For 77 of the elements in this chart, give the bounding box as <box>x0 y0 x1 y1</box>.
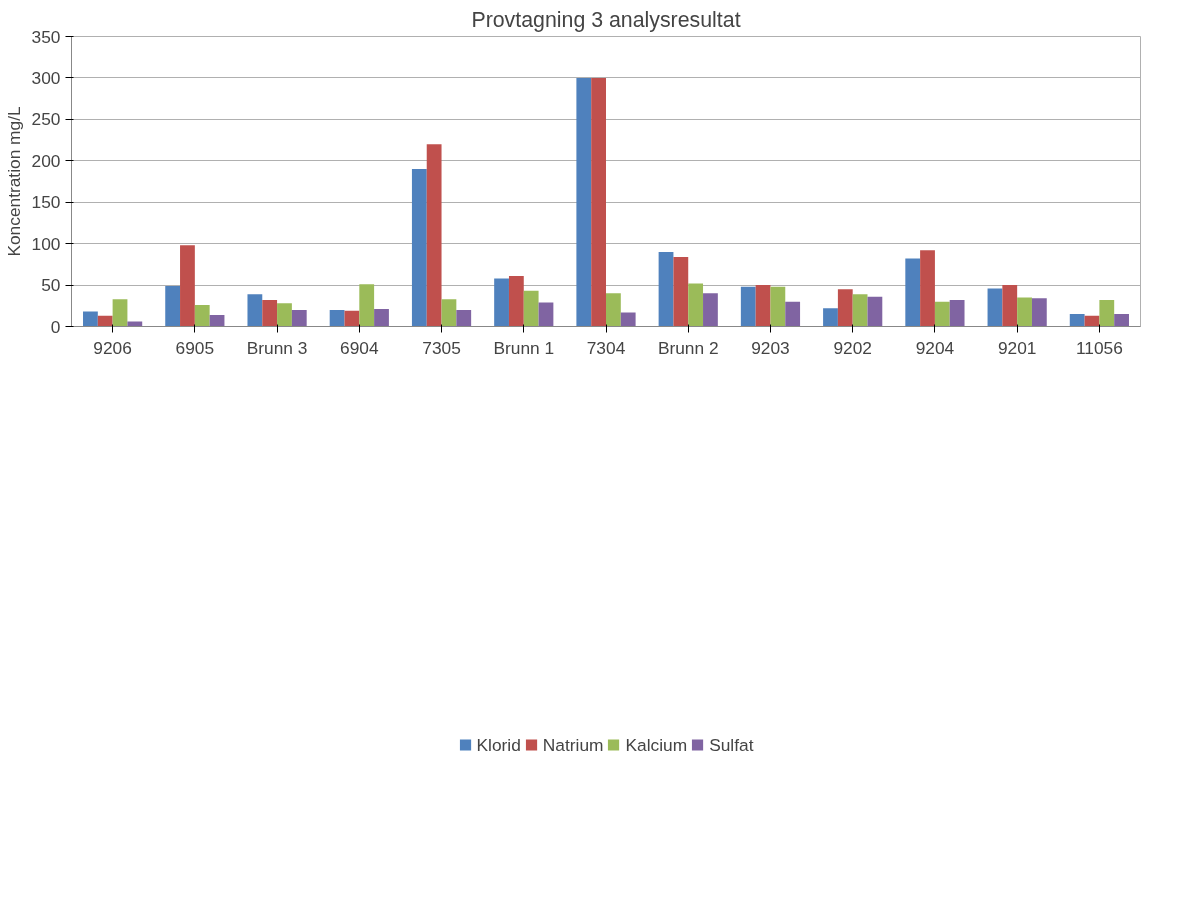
bar <box>97 315 113 327</box>
x-tick-label: 9201 <box>997 337 1037 358</box>
bar <box>426 144 442 327</box>
y-tick-label: 0 <box>50 316 61 337</box>
bar <box>606 293 621 327</box>
x-tick-label: Brunn 1 <box>493 337 555 358</box>
y-tick-label: 150 <box>31 192 61 213</box>
x-tick-label: 7305 <box>422 337 461 358</box>
bar <box>770 286 786 327</box>
bar <box>1002 285 1018 327</box>
x-tick-label: 7304 <box>586 337 626 358</box>
bar <box>209 314 225 327</box>
bar <box>949 299 965 327</box>
bar <box>987 288 1003 327</box>
bar <box>194 304 210 327</box>
bar <box>852 294 868 327</box>
legend-label: Klorid <box>476 734 521 756</box>
bar <box>823 308 838 327</box>
bar <box>538 302 554 327</box>
bar <box>591 77 606 327</box>
bar <box>1031 298 1047 327</box>
bar <box>277 303 292 327</box>
y-tick-label: 350 <box>31 26 61 47</box>
x-tick-label: 9202 <box>833 337 872 358</box>
x-tick-label: 9203 <box>751 337 790 358</box>
bar <box>329 309 345 327</box>
bar <box>688 283 704 327</box>
x-tick-label: 6904 <box>340 337 379 358</box>
legend-label: Kalcium <box>625 734 688 756</box>
x-tick-label: Brunn 2 <box>657 337 719 358</box>
bar <box>494 278 509 327</box>
bar <box>441 299 457 327</box>
bar <box>165 285 181 327</box>
chart-title: Provtagning 3 analysresultat <box>471 7 741 32</box>
bar <box>920 250 935 327</box>
x-tick-label: 9204 <box>915 337 955 358</box>
bar <box>867 296 883 327</box>
bar <box>508 275 524 327</box>
x-tick-label: Brunn 3 <box>246 337 308 358</box>
bar <box>83 311 98 327</box>
bar <box>359 284 375 327</box>
bar <box>1069 314 1085 327</box>
bar <box>344 310 360 327</box>
bar <box>247 294 263 327</box>
x-tick-label: 6905 <box>175 337 215 358</box>
bar <box>374 309 389 327</box>
y-axis-title: Koncentration mg/L <box>3 106 24 257</box>
y-tick-label: 200 <box>31 150 61 171</box>
bar <box>291 309 307 327</box>
bar <box>740 286 756 327</box>
bar <box>703 293 718 327</box>
bar <box>620 312 636 327</box>
bar <box>456 309 472 327</box>
legend-label: Sulfat <box>709 734 754 756</box>
bar <box>1114 314 1129 327</box>
bar <box>658 251 674 327</box>
x-tick-label: 9206 <box>93 337 132 358</box>
bar <box>1017 297 1032 327</box>
bar <box>755 285 771 327</box>
x-tick-label: 11056 <box>1075 337 1123 358</box>
bar <box>576 77 592 327</box>
bar <box>934 301 950 327</box>
bar <box>112 299 128 327</box>
bar <box>523 290 539 327</box>
y-tick-label: 100 <box>31 233 61 254</box>
bar <box>180 245 195 327</box>
bar <box>837 289 853 327</box>
bar <box>905 258 921 327</box>
bar <box>673 256 689 327</box>
y-tick-label: 300 <box>31 67 61 88</box>
legend-label: Natrium <box>542 734 604 756</box>
bar <box>785 301 801 327</box>
bar <box>262 299 278 327</box>
y-tick-label: 250 <box>31 109 61 130</box>
bar <box>411 169 427 327</box>
y-tick-label: 50 <box>41 275 61 296</box>
bar <box>1099 299 1115 327</box>
